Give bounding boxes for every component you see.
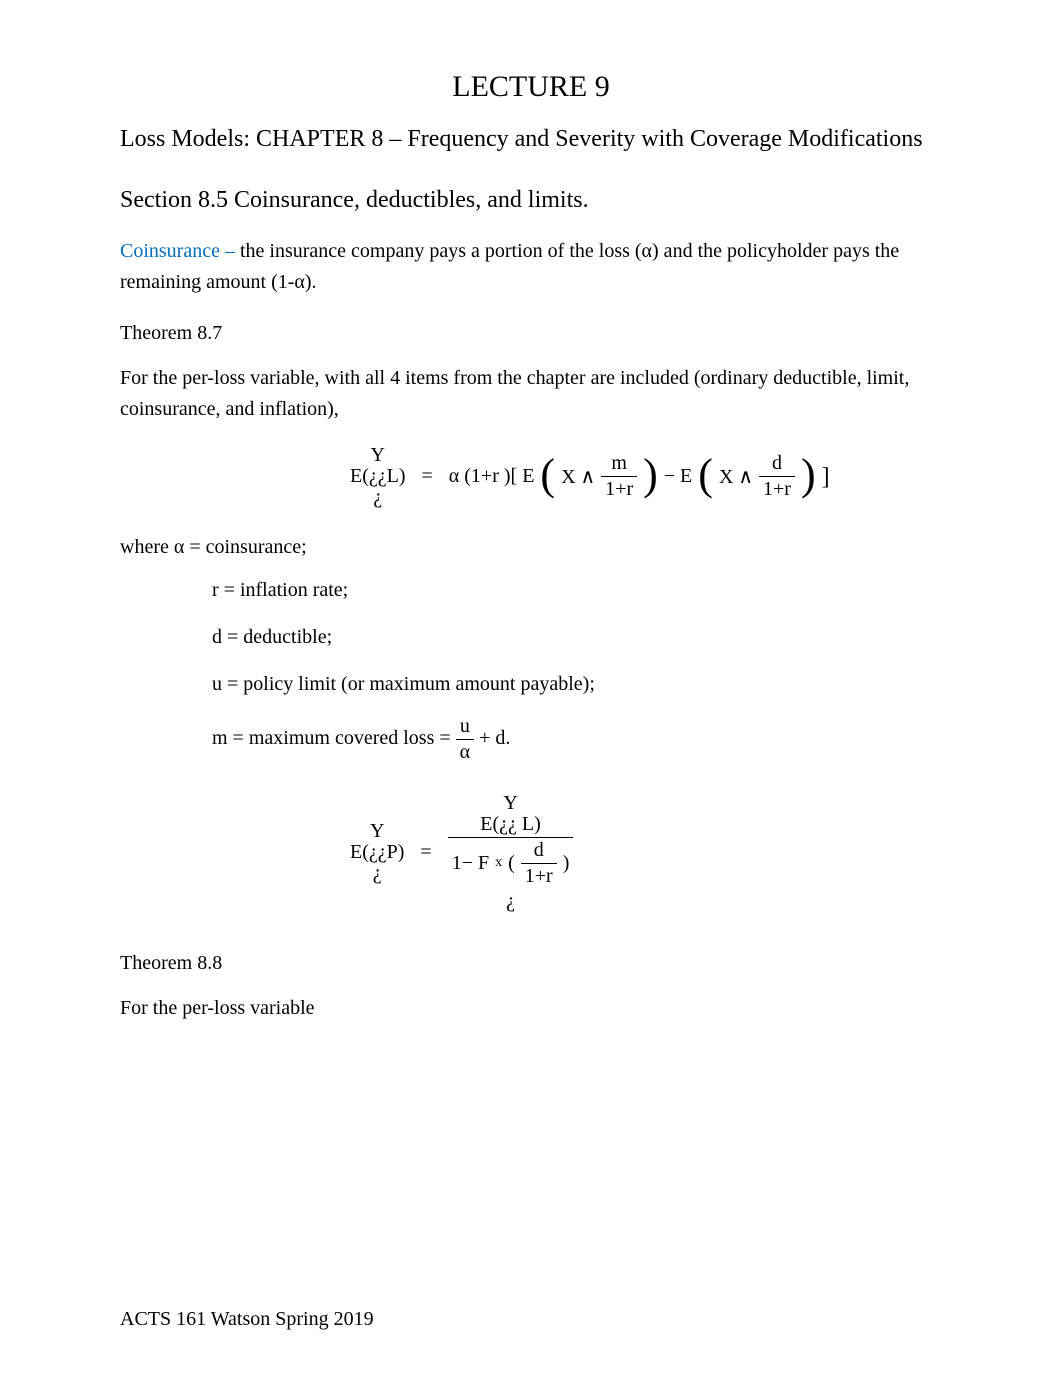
eq1-equals: = [422,465,433,488]
eq1-minus-E: − E [664,465,693,488]
def-m-frac: u α [456,716,474,763]
equation-eyL: Y E(¿¿L) ¿ = α (1+r )[ E ( X ∧ m 1+r ) −… [350,445,942,508]
eq1-Xcap2: X ∧ [719,464,753,489]
eq2-rhs-stack: Y E(¿¿ L) 1− Fx( d 1+r ) [448,793,574,912]
eq1-rparen2: ) [801,457,816,492]
theorem-8-7-body: For the per-loss variable, with all 4 it… [120,363,942,425]
eq2-equals: = [420,841,431,864]
page: LECTURE 9 Loss Models: CHAPTER 8 – Frequ… [0,0,1062,1377]
def-m: m = maximum covered loss = u α + d. [212,716,942,763]
eq1-lhs-stack: Y E(¿¿L) ¿ [350,445,406,508]
def-r: r = inflation rate; [212,575,942,606]
eq1-rparen1: ) [643,457,658,492]
eq1-lparen1: ( [540,457,555,492]
lecture-title: LECTURE 9 [120,70,942,104]
eq1-close-bracket: ] [822,465,830,489]
def-d: d = deductible; [212,622,942,653]
chapter-subtitle: Loss Models: CHAPTER 8 – Frequency and S… [120,126,942,153]
coinsurance-definition: Coinsurance – the insurance company pays… [120,236,942,298]
eq1-frac-m: m 1+r [601,453,637,500]
eq1-lparen2: ( [698,457,713,492]
equation-eyP: Y E(¿¿P) ¿ = Y E(¿¿ L) [350,793,942,912]
eq1-Xcap1: X ∧ [561,464,595,489]
page-footer: ACTS 161 Watson Spring 2019 [120,1308,374,1331]
eq2-lhs-stack: Y E(¿¿P) ¿ [350,821,404,884]
blur-overlay [322,1016,522,1080]
definition-term: Coinsurance – [120,240,240,262]
theorem-8-8-body: For the per-loss variable [120,993,942,1024]
section-heading: Section 8.5 Coinsurance, deductibles, an… [120,187,942,214]
theorem-8-8-label: Theorem 8.8 [120,952,942,975]
eq1-alpha-part: α (1+r )[ E [449,465,535,488]
eq1-frac-d: d 1+r [759,453,795,500]
theorem-8-7-label: Theorem 8.7 [120,322,942,345]
where-line: where α = coinsurance; [120,536,942,559]
def-u: u = policy limit (or maximum amount paya… [212,669,942,700]
